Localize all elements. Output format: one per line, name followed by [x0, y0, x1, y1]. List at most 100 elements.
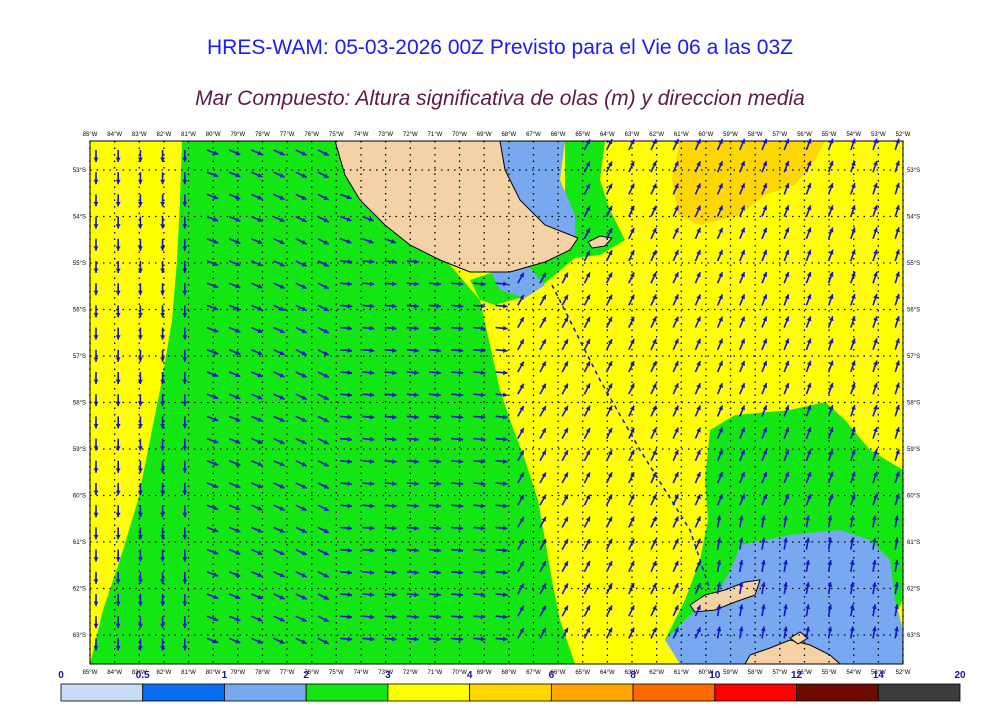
wave-arrow — [317, 171, 330, 179]
wave-arrow — [93, 194, 99, 207]
wave-arrow — [317, 371, 330, 379]
lon-label-top: 55°W — [822, 132, 837, 138]
wave-arrow — [295, 282, 307, 290]
wave-arrow — [451, 303, 464, 309]
wave-arrow — [251, 149, 263, 156]
wave-arrow — [406, 570, 419, 575]
wave-arrow — [115, 483, 121, 495]
wave-arrow — [760, 626, 766, 639]
wave-arrow — [273, 371, 285, 378]
wave-arrow — [451, 503, 464, 509]
wave-arrow — [605, 294, 613, 306]
wave-arrow — [827, 205, 834, 217]
wave-arrow — [93, 150, 99, 162]
lat-label-right: 59°S — [907, 447, 920, 453]
wave-arrow — [872, 138, 878, 151]
wave-arrow — [783, 427, 790, 439]
wave-arrow — [362, 592, 375, 598]
wave-arrow — [206, 548, 219, 555]
wave-arrow — [517, 472, 525, 484]
wave-arrow — [650, 338, 657, 351]
wave-arrow — [362, 503, 375, 509]
wave-arrow — [339, 215, 352, 222]
wave-arrow — [451, 414, 464, 420]
wave-arrow — [894, 338, 900, 351]
wave-arrow — [138, 305, 143, 318]
wave-arrow — [561, 361, 569, 373]
colorbar-swatch — [796, 683, 879, 702]
wave-arrow — [872, 493, 878, 506]
wave-arrow — [672, 205, 679, 217]
lon-label-bottom: 72°W — [403, 670, 418, 676]
lon-label-top: 82°W — [157, 132, 172, 138]
wave-arrow — [783, 138, 790, 151]
colorbar-tick-label: 12 — [791, 670, 803, 681]
wave-arrow — [894, 537, 899, 550]
wave-arrow — [138, 527, 143, 540]
wave-arrow — [295, 637, 307, 645]
lon-label-top: 71°W — [428, 132, 443, 138]
wave-band-2-3m-horn — [470, 141, 625, 305]
wave-arrow — [451, 281, 464, 287]
wave-arrow — [428, 592, 442, 598]
wave-arrow — [561, 516, 569, 528]
wave-arrow — [739, 249, 746, 262]
wave-arrow — [849, 582, 855, 595]
wave-arrow — [650, 383, 657, 395]
wave-arrow — [583, 405, 591, 417]
wave-arrow — [894, 271, 900, 284]
wave-arrow — [317, 415, 330, 423]
wave-arrow — [406, 481, 419, 487]
wave-arrow — [739, 449, 746, 462]
wave-arrow — [340, 348, 353, 353]
wave-arrow — [605, 161, 613, 173]
wave-arrow — [362, 215, 374, 222]
wave-arrow — [694, 249, 702, 262]
lon-label-bottom: 59°W — [723, 670, 738, 676]
wave-arrow — [251, 260, 263, 267]
lon-label-top: 69°W — [477, 132, 492, 138]
wave-arrow — [228, 393, 241, 400]
lon-label-top: 63°W — [625, 132, 640, 138]
wave-arrow — [273, 526, 285, 534]
colorbar-swatch — [60, 683, 144, 702]
wave-arrow — [428, 392, 442, 398]
wave-arrow — [783, 227, 790, 240]
wave-arrow — [894, 582, 899, 595]
wave-arrow — [650, 494, 657, 506]
wave-arrow — [694, 294, 702, 306]
wave-arrow — [694, 449, 702, 462]
lon-label-top: 56°W — [797, 132, 812, 138]
lon-label-bottom: 62°W — [649, 670, 664, 676]
wave-arrow — [251, 615, 263, 622]
wave-arrow — [716, 471, 724, 484]
wave-arrow — [739, 205, 746, 217]
wave-arrow — [451, 325, 464, 331]
wave-arrow — [138, 549, 143, 562]
wave-arrow — [340, 525, 353, 531]
wave-arrow — [694, 138, 702, 151]
wave-arrow — [583, 272, 591, 284]
wave-arrow — [206, 415, 219, 422]
lon-label-top: 84°W — [107, 132, 122, 138]
wave-arrow — [160, 172, 165, 185]
wave-arrow — [160, 416, 165, 429]
wave-direction-arrows — [93, 138, 900, 651]
lon-label-top: 81°W — [181, 132, 196, 138]
lon-label-bottom: 56°W — [797, 670, 812, 676]
wave-arrow — [206, 615, 219, 622]
colorbar-tick-label: 6 — [549, 670, 555, 681]
wave-arrow — [473, 392, 486, 398]
wave-arrow — [628, 538, 635, 550]
wave-arrow — [340, 503, 353, 509]
wave-arrow — [694, 471, 702, 484]
wave-arrow — [182, 172, 188, 185]
wave-arrow — [295, 371, 307, 378]
wave-arrow — [138, 349, 143, 362]
wave-arrow — [206, 193, 219, 200]
wave-arrow — [739, 138, 746, 151]
wave-arrow — [583, 316, 591, 328]
wave-arrow — [317, 504, 330, 512]
wave-arrow — [739, 271, 746, 284]
wave-arrow — [451, 547, 464, 553]
